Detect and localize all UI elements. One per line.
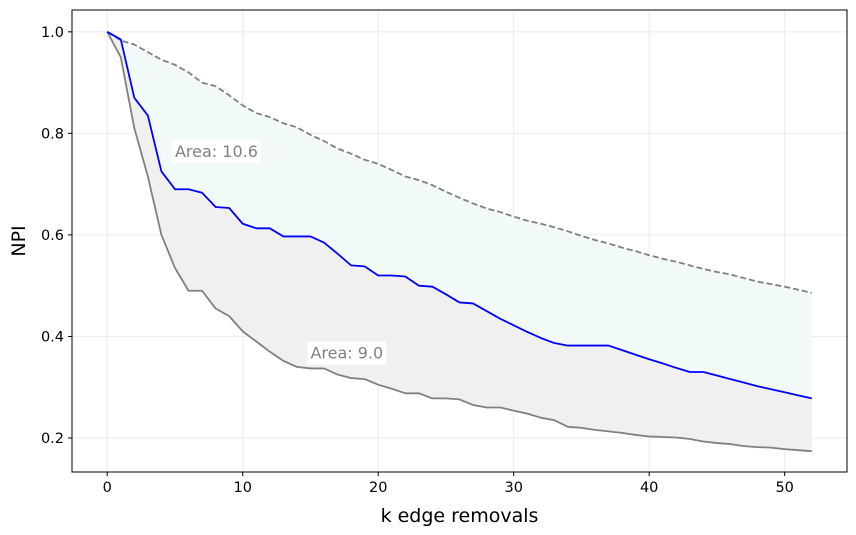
x-tick-label-3: 30	[504, 480, 522, 496]
series-lines	[106, 31, 812, 453]
annotation-upper-area: Area: 10.6	[175, 142, 258, 161]
x-tick-label-5: 50	[775, 480, 793, 496]
y-tick-label-0: 0.2	[41, 431, 64, 447]
annotation-0-box	[171, 140, 261, 164]
x-tick-label-2: 20	[369, 480, 387, 496]
plot-frame	[71, 9, 848, 473]
y-tick-label-4: 1.0	[41, 25, 64, 41]
y-tick-label-2: 0.6	[41, 228, 64, 244]
annotations: Area: 10.6 Area: 9.0	[171, 140, 387, 365]
shaded-area-lower-bound-to-observed	[107, 31, 812, 452]
annotation-lower-area: Area: 9.0	[310, 344, 383, 363]
y-tick-label-3: 0.8	[41, 126, 64, 142]
axis-ticks: 0 10 20 30 40 50 0.2 0.4 0.6 0.8 1.0	[41, 25, 794, 496]
y-axis-title: NPI	[8, 225, 30, 256]
x-axis-title: k edge removals	[381, 505, 539, 527]
y-tick-label-1: 0.4	[41, 329, 64, 345]
series-line-lower-bound	[106, 31, 812, 453]
x-tick-label-1: 10	[233, 480, 251, 496]
x-tick-label-4: 40	[640, 480, 658, 496]
series-line-upper-bound	[106, 31, 812, 294]
series-line-observed	[106, 31, 812, 400]
annotation-1-box	[307, 341, 387, 365]
x-tick-label-0: 0	[103, 480, 112, 496]
